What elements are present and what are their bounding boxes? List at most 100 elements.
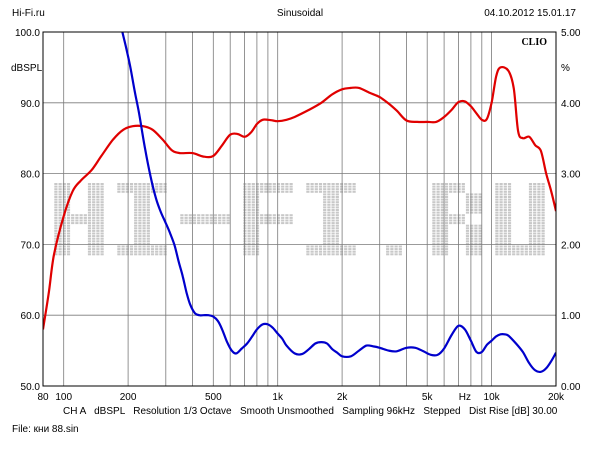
- watermark-dot: [541, 196, 545, 198]
- watermark-dot: [285, 219, 289, 222]
- watermark-dot: [537, 245, 541, 248]
- watermark-dot: [327, 237, 331, 240]
- watermark-dot: [117, 245, 121, 248]
- watermark-dot: [255, 203, 260, 206]
- watermark-dot: [163, 183, 167, 185]
- watermark-dot: [533, 227, 537, 230]
- watermark-dot: [247, 193, 251, 196]
- watermark-dot: [394, 248, 398, 251]
- watermark-dot: [432, 190, 436, 193]
- watermark-dot: [100, 185, 104, 188]
- watermark-dot: [440, 240, 444, 243]
- watermark-dot: [390, 253, 394, 256]
- watermark-dot: [205, 222, 209, 225]
- watermark-dot: [503, 206, 507, 209]
- watermark-dot: [314, 190, 318, 193]
- watermark-dot: [436, 237, 440, 240]
- watermark-dot: [62, 219, 66, 222]
- watermark-dot: [142, 248, 146, 251]
- watermark-dot: [226, 219, 230, 222]
- watermark-dot: [142, 216, 146, 219]
- watermark-dot: [495, 245, 499, 248]
- watermark-dot: [344, 183, 348, 185]
- watermark-dot: [100, 253, 104, 256]
- watermark-dot: [499, 245, 503, 248]
- watermark-dot: [310, 253, 314, 256]
- watermark-dot: [470, 206, 474, 209]
- watermark-dot: [520, 245, 524, 248]
- watermark-dot: [92, 232, 96, 235]
- watermark-dot: [432, 203, 436, 206]
- watermark-dot: [327, 201, 331, 204]
- watermark-dot: [66, 190, 71, 193]
- watermark-dot: [533, 196, 537, 198]
- y2-tick-label: 1.00: [561, 311, 581, 322]
- watermark-dot: [54, 216, 58, 219]
- watermark-dot: [327, 235, 331, 238]
- watermark-dot: [92, 185, 96, 188]
- watermark-dot: [138, 235, 142, 238]
- watermark-dot: [478, 201, 482, 204]
- watermark-dot: [323, 242, 327, 245]
- watermark-dot: [503, 224, 507, 227]
- watermark-dot: [436, 190, 440, 193]
- watermark-dot: [125, 183, 129, 185]
- watermark-dot: [327, 250, 331, 253]
- watermark-dot: [432, 229, 436, 232]
- watermark-dot: [251, 237, 255, 240]
- watermark-dot: [222, 222, 226, 225]
- watermark-dot: [470, 203, 474, 206]
- watermark-dot: [54, 211, 58, 214]
- watermark-dot: [499, 229, 503, 232]
- watermark-dot: [520, 253, 524, 256]
- watermark-dot: [92, 219, 96, 222]
- watermark-dot: [71, 219, 75, 222]
- watermark-dot: [470, 211, 474, 214]
- watermark-dot: [100, 190, 104, 193]
- watermark-dot: [117, 188, 121, 191]
- watermark-dot: [142, 188, 146, 191]
- watermark-dot: [474, 193, 478, 196]
- watermark-dot: [155, 185, 159, 188]
- watermark-dot: [281, 214, 285, 217]
- watermark-dot: [96, 235, 100, 238]
- watermark-dot: [276, 190, 281, 193]
- watermark-dot: [251, 196, 255, 198]
- watermark-dot: [138, 196, 142, 198]
- watermark-dot: [310, 185, 314, 188]
- watermark-dot: [251, 240, 255, 243]
- watermark-dot: [180, 219, 184, 222]
- watermark-dot: [444, 240, 449, 243]
- watermark-dot: [512, 245, 516, 248]
- watermark-dot: [533, 248, 537, 251]
- watermark-dot: [134, 188, 138, 191]
- watermark-dot: [54, 196, 58, 198]
- watermark-dot: [66, 219, 71, 222]
- watermark-dot: [121, 188, 125, 191]
- watermark-dot: [66, 203, 71, 206]
- watermark-dot: [474, 196, 478, 198]
- watermark-dot: [499, 242, 503, 245]
- watermark-dot: [474, 235, 478, 238]
- watermark-dot: [121, 185, 125, 188]
- watermark-dot: [255, 201, 260, 204]
- watermark-dot: [134, 235, 138, 238]
- watermark-dot: [58, 240, 62, 243]
- watermark-dot: [150, 253, 155, 256]
- watermark-dot: [339, 183, 344, 185]
- watermark-dot: [495, 242, 499, 245]
- watermark-dot: [134, 245, 138, 248]
- watermark-dot: [281, 190, 285, 193]
- watermark-dot: [499, 219, 503, 222]
- watermark-dot: [537, 242, 541, 245]
- watermark-dot: [495, 248, 499, 251]
- watermark-dot: [436, 185, 440, 188]
- watermark-dot: [503, 190, 507, 193]
- watermark-dot: [125, 190, 129, 193]
- watermark-dot: [92, 224, 96, 227]
- watermark-dot: [541, 214, 545, 217]
- watermark-dot: [146, 193, 150, 196]
- watermark-dot: [66, 196, 71, 198]
- watermark-dot: [465, 250, 470, 253]
- watermark-dot: [159, 183, 163, 185]
